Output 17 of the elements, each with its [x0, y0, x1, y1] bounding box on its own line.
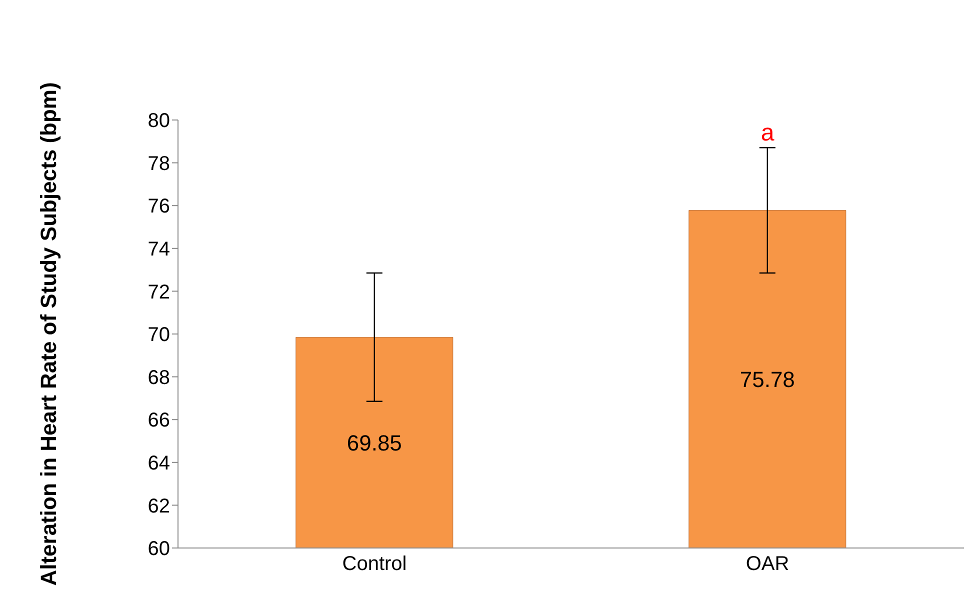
- x-tick-label: Control: [342, 553, 407, 576]
- y-tick-label: 76: [148, 196, 170, 218]
- data-label: 69.85: [346, 430, 402, 456]
- y-tick-label: 60: [148, 538, 170, 560]
- y-tick-label: 68: [148, 366, 170, 389]
- y-tick-label: 78: [148, 152, 170, 175]
- x-tick-label: OAR: [746, 553, 790, 576]
- y-tick-label: 62: [148, 495, 170, 518]
- y-tick-label: 66: [148, 410, 170, 432]
- y-tick-label: 74: [148, 238, 170, 260]
- data-label: 75.78: [740, 366, 795, 392]
- annotation: a: [760, 120, 775, 147]
- y-tick-label: 80: [148, 110, 170, 132]
- y-axis-title: Alteration in Heart Rate of Study Subjects (bpm): [36, 82, 61, 586]
- y-tick-label: 64: [148, 452, 170, 474]
- y-tick-label: 70: [148, 324, 170, 346]
- y-tick-label: 72: [148, 281, 170, 304]
